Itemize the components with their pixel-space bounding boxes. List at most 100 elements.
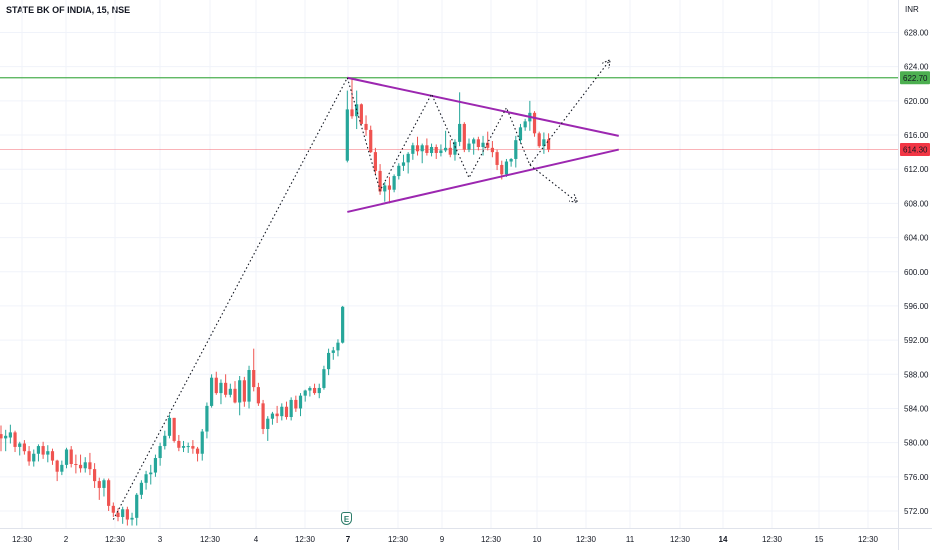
candle-body	[425, 145, 429, 153]
candle-body	[191, 446, 195, 449]
candle-body	[78, 464, 83, 469]
candle-body	[331, 350, 335, 353]
x-tick-label: 12:30	[12, 535, 33, 544]
candle-body	[481, 142, 485, 147]
candle-body	[266, 418, 270, 429]
x-tick-label: 9	[440, 535, 445, 544]
candle-body	[107, 480, 111, 506]
candle-body	[532, 112, 537, 134]
candle-body	[238, 380, 242, 403]
candle-body	[504, 161, 509, 175]
candle-body	[373, 152, 377, 171]
candle-body	[261, 403, 265, 429]
resistance-price-tag-bg	[900, 71, 930, 85]
candle-body	[312, 387, 317, 394]
candle-body	[359, 104, 363, 124]
candle-body	[242, 380, 246, 402]
candle-body	[509, 158, 513, 162]
last-price-tag: 614.30	[903, 146, 928, 155]
candle-body	[74, 464, 78, 466]
triangle-upper-line	[347, 76, 619, 137]
candle-body	[36, 446, 41, 454]
candle-body	[500, 164, 504, 175]
candle-body	[205, 405, 209, 432]
y-tick-label: 608.00	[904, 199, 929, 208]
candle-body	[50, 451, 55, 461]
candle-body	[284, 406, 289, 418]
candle-body	[429, 146, 434, 153]
y-tick-label: 620.00	[904, 97, 929, 106]
candle-body	[411, 145, 415, 154]
candle-body	[392, 176, 396, 190]
y-tick-label: 628.00	[904, 29, 929, 38]
y-tick-label: 600.00	[904, 268, 929, 277]
candle-body	[453, 141, 457, 155]
candle-body	[462, 123, 466, 150]
candle-body	[181, 446, 186, 448]
candle-body	[55, 460, 59, 472]
candle-body	[345, 109, 349, 161]
candle-body	[252, 370, 256, 388]
candle-body	[308, 387, 312, 391]
x-tick-label: 15	[815, 535, 824, 544]
candle-body	[46, 451, 50, 455]
y-tick-label: 604.00	[904, 234, 929, 243]
candle-body	[130, 517, 134, 520]
candle-body	[490, 147, 494, 153]
candle-body	[322, 369, 326, 388]
earnings-icon[interactable]: E	[341, 512, 352, 525]
candle-body	[149, 472, 153, 475]
candle-body	[387, 185, 392, 190]
candle-body	[60, 464, 64, 472]
candle-body	[88, 462, 92, 470]
candle-body	[523, 121, 527, 128]
candle-body	[415, 145, 420, 152]
candle-body	[4, 435, 8, 439]
x-tick-label: 12:30	[200, 535, 221, 544]
symbol-title: STATE BK OF INDIA, 15, NSE	[6, 5, 131, 15]
candle-body	[247, 370, 251, 402]
x-tick-label: 12:30	[762, 535, 783, 544]
x-tick-label: 12:30	[670, 535, 691, 544]
x-tick-label: 4	[254, 535, 259, 544]
candle-body	[518, 127, 523, 141]
x-tick-label: 7	[346, 535, 351, 544]
candle-body	[219, 382, 223, 394]
x-tick-label: 12:30	[388, 535, 409, 544]
y-tick-label: 576.00	[904, 473, 929, 482]
candle-body	[125, 509, 129, 520]
x-tick-label: 12:30	[576, 535, 597, 544]
candle-body	[444, 147, 448, 151]
candle-body	[153, 458, 158, 473]
candle-body	[200, 431, 204, 454]
y-tick-label: 624.00	[904, 63, 929, 72]
candle-body	[542, 139, 546, 147]
candle-body	[195, 448, 200, 454]
candle-body	[172, 417, 176, 441]
candle-body	[397, 165, 401, 177]
candle-body	[8, 432, 12, 438]
y-tick-label: 596.00	[904, 302, 929, 311]
candle-body	[27, 451, 31, 462]
x-tick-label: 2	[64, 535, 69, 544]
candle-body	[97, 481, 101, 488]
candle-body	[144, 474, 148, 483]
candle-body	[341, 306, 345, 343]
x-tick-label: 14	[719, 535, 728, 544]
candle-body	[439, 150, 443, 153]
candle-body	[364, 123, 368, 130]
candle-body	[210, 377, 214, 406]
candle-body	[383, 185, 387, 192]
candle-body	[546, 139, 551, 150]
x-tick-label: 11	[626, 535, 635, 544]
candle-body	[214, 377, 218, 394]
candle-body	[233, 388, 237, 403]
candle-body	[317, 387, 321, 394]
candle-body	[294, 399, 298, 409]
currency-label: INR	[905, 5, 919, 14]
candle-body	[495, 152, 499, 165]
candle-body	[289, 399, 293, 418]
candle-body	[355, 104, 359, 117]
projection-path	[112, 76, 576, 520]
